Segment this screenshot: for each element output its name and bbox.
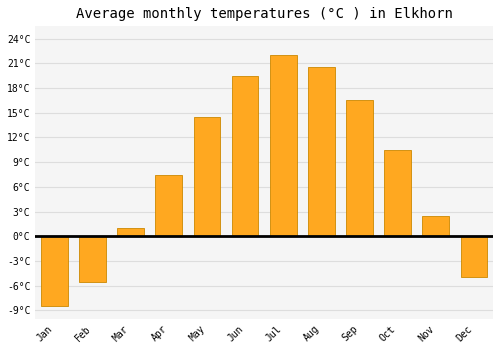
- Bar: [270, 55, 296, 236]
- Bar: [422, 216, 449, 236]
- Bar: [232, 76, 258, 236]
- Bar: [194, 117, 220, 236]
- Bar: [41, 236, 68, 306]
- Bar: [118, 228, 144, 236]
- Bar: [79, 236, 106, 282]
- Bar: [384, 150, 411, 236]
- Title: Average monthly temperatures (°C ) in Elkhorn: Average monthly temperatures (°C ) in El…: [76, 7, 452, 21]
- Bar: [346, 100, 373, 236]
- Bar: [460, 236, 487, 278]
- Bar: [156, 175, 182, 236]
- Bar: [308, 68, 335, 236]
